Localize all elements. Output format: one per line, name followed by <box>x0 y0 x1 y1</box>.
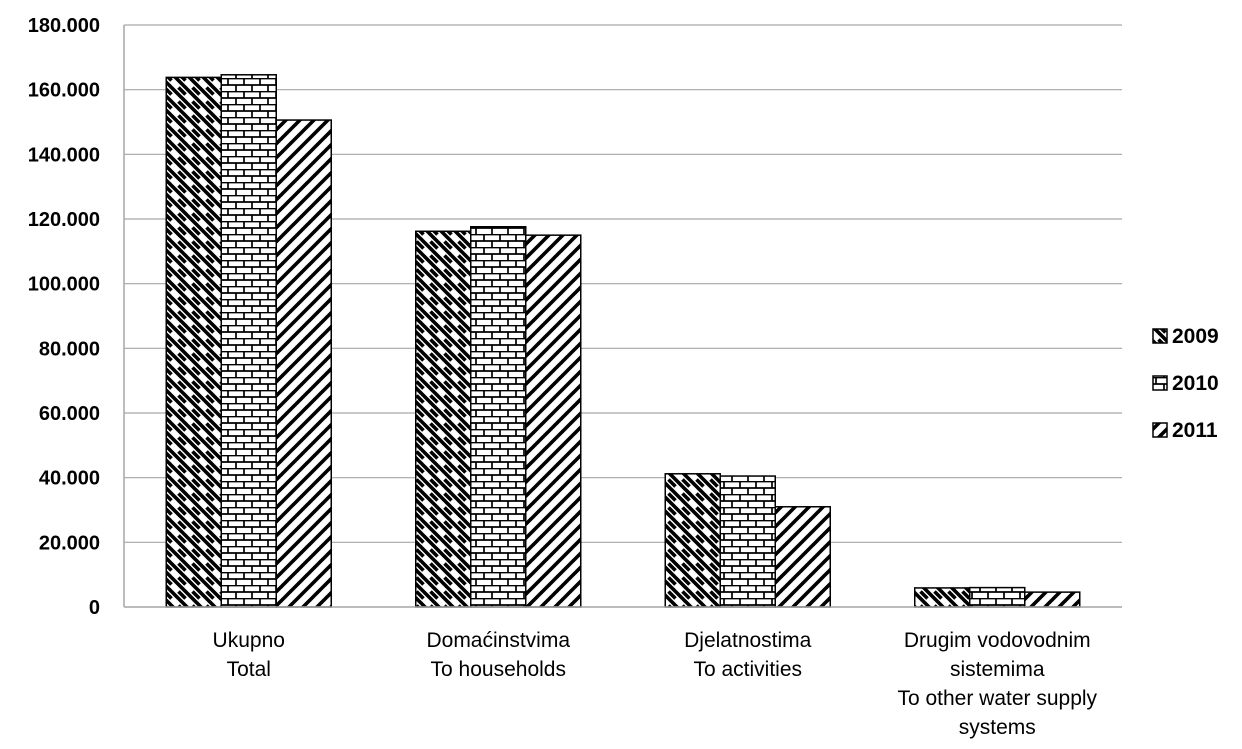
x-category-label: To households <box>431 658 566 681</box>
legend-label: 2011 <box>1172 419 1218 442</box>
y-tick-label: 0 <box>89 597 100 619</box>
x-category-label: Ukupno <box>213 629 285 652</box>
y-tick-label: 120.000 <box>28 209 100 231</box>
bar-2009-cat-3 <box>914 587 971 608</box>
legend-swatch-2009 <box>1152 328 1168 344</box>
bar-2010-cat-3 <box>969 586 1026 608</box>
bar-2010-cat-2 <box>719 475 776 608</box>
category-labels: Ukupno Total Domaćinstvima To households Dje… <box>213 629 1098 739</box>
bar-2010-cat-1 <box>470 226 527 608</box>
y-tick-label: 40.000 <box>39 468 100 490</box>
y-tick-label: 20.000 <box>39 532 100 554</box>
x-category-label: systems <box>959 716 1036 739</box>
x-category-label: To other water supply <box>897 687 1097 710</box>
bars <box>165 74 1081 608</box>
y-tick-label: 60.000 <box>39 403 100 425</box>
legend-label: 2010 <box>1172 372 1219 395</box>
x-category-label: Total <box>227 658 271 681</box>
bar-2009-cat-1 <box>415 230 472 608</box>
x-category-label: Domaćinstvima <box>426 629 570 652</box>
x-category-label: sistemima <box>950 658 1045 681</box>
bar-2011-cat-0 <box>275 119 332 608</box>
legend-label: 2009 <box>1172 325 1219 348</box>
y-tick-label: 180.000 <box>28 15 100 37</box>
y-tick-label: 160.000 <box>28 80 100 102</box>
bar-2011-cat-1 <box>525 234 582 608</box>
bar-2009-cat-0 <box>165 76 222 608</box>
y-tick-label: 80.000 <box>39 338 100 360</box>
y-tick-label: 140.000 <box>28 144 100 166</box>
legend-swatch-2011 <box>1152 422 1168 438</box>
bar-2011-cat-3 <box>1024 591 1081 608</box>
y-axis-tick-labels: 0 20.000 40.000 60.000 80.000 100.000 120.000 1… <box>28 15 100 619</box>
bar-2011-cat-2 <box>774 506 831 608</box>
bar-2009-cat-2 <box>664 473 721 608</box>
axes <box>123 25 1122 608</box>
x-category-label: To activities <box>693 658 802 681</box>
x-category-label: Drugim vodovodnim <box>904 629 1091 652</box>
x-category-label: Djelatnostima <box>684 629 812 652</box>
bar-2010-cat-0 <box>220 74 277 608</box>
legend-swatch-2010 <box>1152 375 1168 391</box>
y-tick-label: 100.000 <box>28 274 100 296</box>
legend: 2009 2010 2011 <box>1152 325 1219 442</box>
